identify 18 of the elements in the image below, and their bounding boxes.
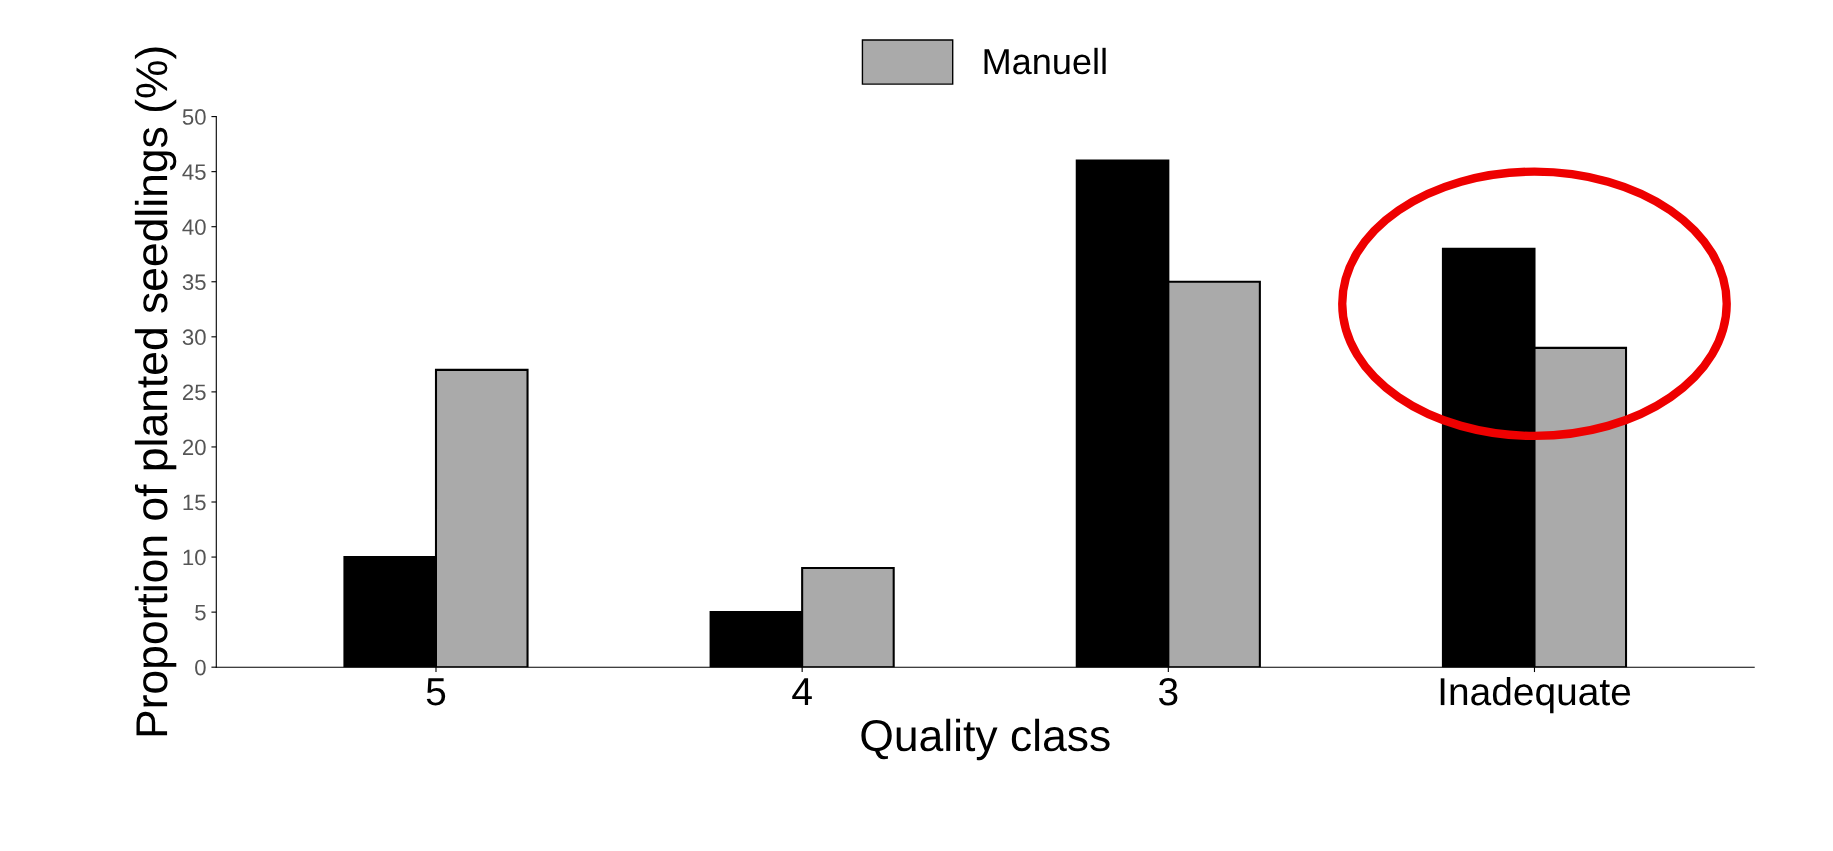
y-tick-label: 20 xyxy=(182,439,206,456)
x-axis-title: Quality class xyxy=(861,718,1110,761)
y-tick-label: 30 xyxy=(182,329,206,346)
y-tick-label: 40 xyxy=(182,219,206,235)
x-tick-label: Inadequate xyxy=(1440,676,1631,714)
y-tick-label: 0 xyxy=(195,659,206,676)
y-tick-label: 5 xyxy=(195,604,206,621)
legend-label: Manuell xyxy=(984,47,1106,75)
y-tick-label: 15 xyxy=(183,494,206,511)
y-axis-title: Proportion of planted seedlings (%) xyxy=(134,47,177,736)
x-tick-label: 4 xyxy=(792,678,812,706)
y-tick-label: 25 xyxy=(182,384,206,401)
y-tick-label: 10 xyxy=(183,549,206,566)
y-tick-label: 35 xyxy=(182,274,206,291)
x-tick-label: 5 xyxy=(426,678,446,706)
x-tick-label: 3 xyxy=(1158,677,1178,706)
y-tick-label: 50 xyxy=(182,109,206,125)
y-tick-label: 45 xyxy=(182,164,206,180)
